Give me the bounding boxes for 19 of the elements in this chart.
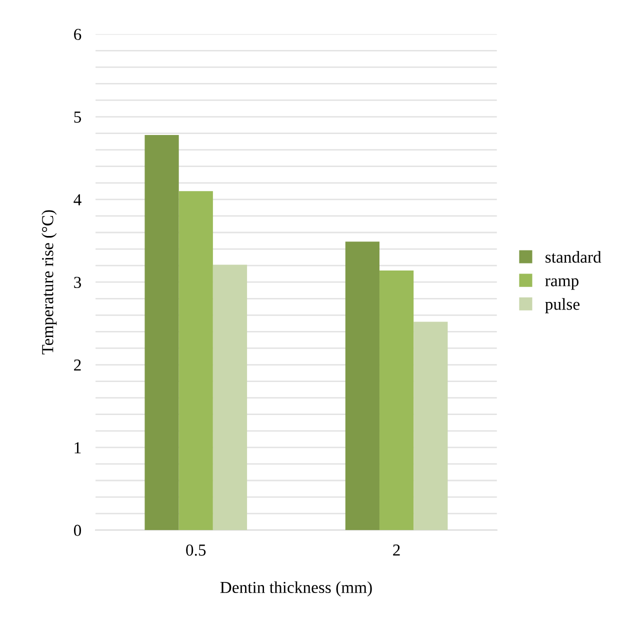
bar <box>144 134 179 530</box>
y-tick-label: 5 <box>74 112 82 123</box>
y-tick-label: 0 <box>74 524 82 536</box>
bar <box>178 191 213 530</box>
legend-label: ramp <box>545 278 578 290</box>
y-tick-label: 1 <box>74 442 81 454</box>
y-tick-label: 2 <box>74 360 81 371</box>
bar <box>379 270 414 530</box>
bar <box>345 242 380 530</box>
x-axis-title: Dentin thickness (mm) <box>220 581 372 596</box>
y-tick-label: 6 <box>74 28 82 40</box>
y-tick-label: 3 <box>74 276 82 288</box>
legend-label: pulse <box>545 298 580 314</box>
legend-label: standard <box>546 251 602 263</box>
y-tick-label: 4 <box>74 194 82 206</box>
x-tick-label: 0.5 <box>186 544 206 556</box>
bar <box>414 322 448 530</box>
bar <box>212 264 248 530</box>
y-axis-title: Temperature rise (°C) <box>42 210 57 354</box>
